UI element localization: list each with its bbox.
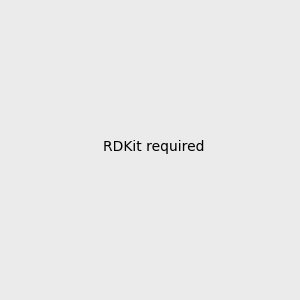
Text: RDKit required: RDKit required <box>103 140 205 154</box>
